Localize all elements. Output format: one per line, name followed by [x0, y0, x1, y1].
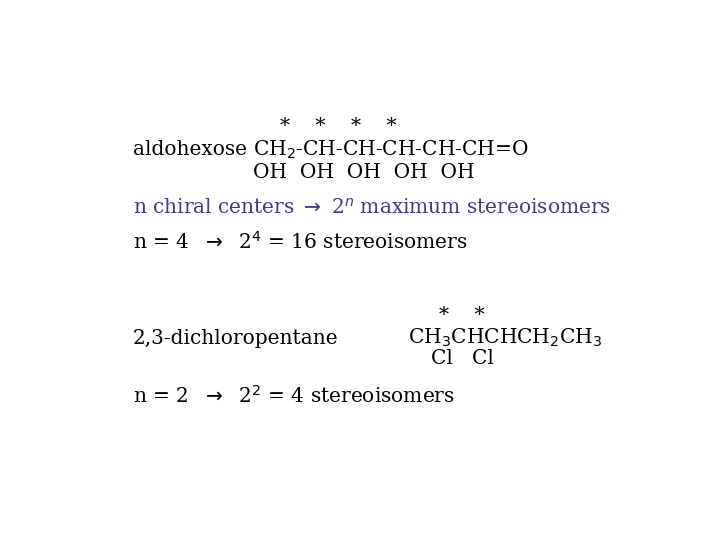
Text: *    *: * * — [438, 306, 485, 325]
Text: CH$_3$CHCHCH$_2$CH$_3$: CH$_3$CHCHCH$_2$CH$_3$ — [408, 327, 602, 349]
Text: 2,3-dichloropentane: 2,3-dichloropentane — [132, 329, 338, 348]
Text: Cl   Cl: Cl Cl — [431, 349, 494, 368]
Text: *    *    *    *: * * * * — [280, 117, 397, 136]
Text: aldohexose: aldohexose — [132, 140, 247, 159]
Text: OH  OH  OH  OH  OH: OH OH OH OH OH — [253, 163, 474, 182]
Text: CH$_2$-CH-CH-CH-CH-CH=O: CH$_2$-CH-CH-CH-CH-CH=O — [253, 138, 528, 160]
Text: n = 4  $\rightarrow$  2$^4$ = 16 stereoisomers: n = 4 $\rightarrow$ 2$^4$ = 16 stereoiso… — [132, 231, 467, 253]
Text: n = 2  $\rightarrow$  2$^2$ = 4 stereoisomers: n = 2 $\rightarrow$ 2$^2$ = 4 stereoisom… — [132, 385, 454, 407]
Text: n chiral centers $\rightarrow$ 2$^n$ maximum stereoisomers: n chiral centers $\rightarrow$ 2$^n$ max… — [132, 197, 611, 217]
